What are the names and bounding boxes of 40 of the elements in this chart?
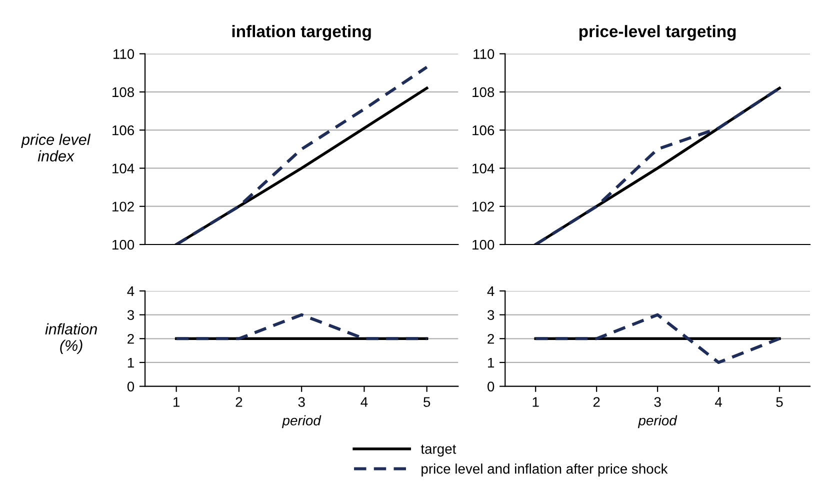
y-tick-label: 108 xyxy=(472,87,494,98)
x-tick-label: 2 xyxy=(593,397,600,407)
y-tick-label: 110 xyxy=(474,49,494,59)
legend-label: target xyxy=(420,444,456,457)
y-tick-label: 0 xyxy=(127,382,134,392)
x-tick-label: 4 xyxy=(360,397,368,407)
x-axis-title: period xyxy=(282,415,322,428)
y-tick-label: 3 xyxy=(488,310,494,320)
y-tick-label: 100 xyxy=(472,240,494,250)
x-tick-label: 5 xyxy=(424,397,430,407)
chart-title: inflation targeting xyxy=(232,25,371,41)
y-tick-label: 108 xyxy=(112,87,134,98)
x-tick-label: 5 xyxy=(776,397,783,407)
x-tick-label: 3 xyxy=(298,397,305,407)
y-tick-label: 4 xyxy=(127,286,134,296)
y-tick-label: 0 xyxy=(488,382,494,392)
y-tick-label: 106 xyxy=(112,125,134,136)
y-tick-label: 102 xyxy=(112,202,134,212)
x-tick-label: 1 xyxy=(174,397,180,407)
y-tick-label: 110 xyxy=(114,49,134,59)
x-tick-label: 2 xyxy=(236,397,242,407)
y-tick-label: 102 xyxy=(472,202,494,212)
y-tick-label: 106 xyxy=(472,125,494,136)
x-tick-label: 3 xyxy=(654,397,661,407)
x-tick-label: 1 xyxy=(532,397,539,407)
y-tick-label: 2 xyxy=(128,334,134,344)
y-axis-title: inflation (%) xyxy=(45,323,97,354)
chart-title: price-level targeting xyxy=(579,25,736,41)
x-axis-title: period xyxy=(638,415,678,428)
y-tick-label: 4 xyxy=(487,286,494,296)
y-tick-label: 2 xyxy=(488,334,494,344)
y-tick-label: 1 xyxy=(488,358,494,368)
legend-label: price level and inflation after price shock xyxy=(422,464,668,476)
x-tick-label: 4 xyxy=(714,397,722,407)
y-tick-label: 104 xyxy=(472,164,494,174)
y-axis-title: price level index xyxy=(21,134,91,162)
y-tick-label: 3 xyxy=(127,310,134,320)
y-tick-label: 104 xyxy=(112,164,134,174)
y-tick-label: 100 xyxy=(112,240,134,250)
y-tick-label: 1 xyxy=(128,358,134,368)
